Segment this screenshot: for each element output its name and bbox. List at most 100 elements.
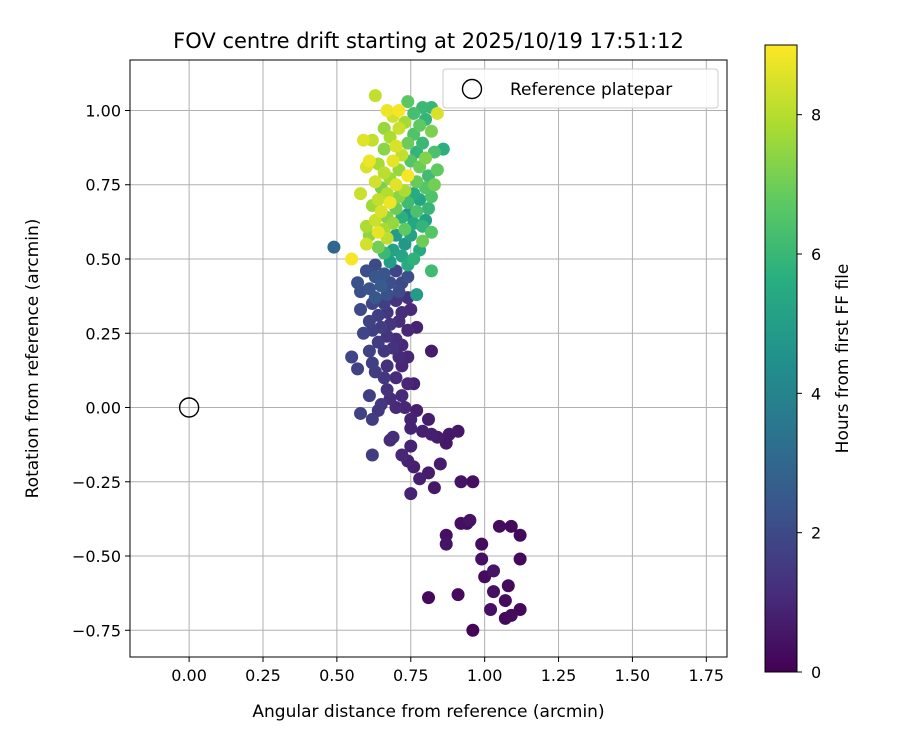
data-point xyxy=(504,519,518,533)
data-point xyxy=(416,136,430,150)
y-tick-label: 0.00 xyxy=(85,399,121,418)
y-tick-label: 0.50 xyxy=(85,250,121,269)
x-tick-label: 1.75 xyxy=(688,666,724,685)
data-point xyxy=(416,234,430,248)
data-point xyxy=(424,264,438,278)
data-point xyxy=(413,118,427,132)
data-point xyxy=(422,591,435,605)
x-tick-label: 1.50 xyxy=(615,666,651,685)
y-tick-label: 1.00 xyxy=(85,101,121,120)
data-point xyxy=(401,95,415,109)
y-tick-label: −0.50 xyxy=(72,547,121,566)
data-point xyxy=(362,389,376,403)
data-point xyxy=(389,178,403,192)
data-point xyxy=(356,326,370,340)
data-point xyxy=(404,439,418,453)
data-point xyxy=(345,350,359,364)
data-point xyxy=(492,519,506,533)
data-point xyxy=(368,89,382,103)
data-point xyxy=(410,288,424,302)
data-point xyxy=(454,475,468,489)
x-tick-label: 1.25 xyxy=(541,666,577,685)
data-point xyxy=(487,564,501,578)
y-tick-label: −0.25 xyxy=(72,473,121,492)
data-point xyxy=(439,537,453,551)
data-point xyxy=(374,398,388,412)
data-point xyxy=(374,279,388,293)
colorbar-tick-label: 0 xyxy=(811,663,821,682)
x-tick-label: 0.50 xyxy=(319,666,355,685)
data-point xyxy=(404,487,418,501)
data-point xyxy=(362,314,376,328)
data-point xyxy=(371,225,385,239)
data-point xyxy=(424,124,438,138)
data-point xyxy=(395,389,409,403)
data-point xyxy=(419,151,433,165)
data-point xyxy=(377,166,391,180)
y-tick-label: −0.75 xyxy=(72,621,121,640)
data-point xyxy=(484,602,498,616)
data-point xyxy=(362,344,376,358)
data-point xyxy=(451,588,465,602)
data-point xyxy=(392,121,406,135)
data-point xyxy=(371,240,385,254)
data-point xyxy=(365,412,379,426)
data-point xyxy=(439,528,453,542)
data-point xyxy=(466,623,480,637)
colorbar-ticks: 0 2 4 6 8 xyxy=(797,106,821,682)
data-point xyxy=(416,424,430,438)
data-point xyxy=(354,406,368,420)
colorbar-gradient xyxy=(764,44,798,673)
data-point xyxy=(407,252,421,266)
data-point xyxy=(401,270,415,284)
y-tick-label: 0.75 xyxy=(85,176,121,195)
legend-entry-reference-platepar: Reference platepar xyxy=(510,80,672,100)
data-point xyxy=(513,528,527,542)
data-point xyxy=(327,240,341,254)
x-tick-label: 1.00 xyxy=(467,666,503,685)
data-point xyxy=(395,305,409,319)
data-point xyxy=(351,276,365,290)
data-point xyxy=(424,225,438,239)
data-point xyxy=(427,178,441,192)
data-point xyxy=(401,323,415,337)
data-point xyxy=(380,383,394,397)
data-point xyxy=(392,103,406,117)
legend-box xyxy=(442,68,719,109)
data-point xyxy=(368,175,382,189)
data-point xyxy=(401,377,415,391)
y-tick-label: 0.25 xyxy=(85,324,121,343)
data-point xyxy=(501,579,515,593)
x-axis-label: Angular distance from reference (arcmin) xyxy=(252,702,604,722)
legend: Reference platepar xyxy=(442,68,719,109)
data-point xyxy=(356,133,370,147)
data-point xyxy=(413,472,427,486)
colorbar-tick-label: 2 xyxy=(811,524,821,543)
y-axis-label: Rotation from reference (arcmin) xyxy=(23,219,43,499)
data-point xyxy=(386,154,400,168)
x-tick-label: 0.25 xyxy=(245,666,281,685)
data-point xyxy=(383,196,397,210)
legend-marker-icon xyxy=(461,78,483,100)
data-point xyxy=(371,193,385,207)
data-point xyxy=(371,335,385,349)
data-point xyxy=(427,481,441,495)
data-point xyxy=(466,475,480,489)
data-point xyxy=(401,169,415,183)
data-point xyxy=(475,537,489,551)
x-axis-ticks: 0.00 0.25 0.50 0.75 1.00 1.25 1.50 1.75 xyxy=(171,657,724,685)
data-point xyxy=(377,142,391,156)
data-point xyxy=(451,424,465,438)
data-point xyxy=(362,154,376,168)
data-point xyxy=(345,252,359,266)
data-point xyxy=(380,359,394,373)
data-point xyxy=(365,448,379,462)
data-point xyxy=(380,103,394,117)
scatter-points xyxy=(327,89,527,637)
x-tick-label: 0.00 xyxy=(171,666,207,685)
data-point xyxy=(487,585,501,599)
colorbar-tick-label: 6 xyxy=(811,245,821,264)
data-point xyxy=(404,412,418,426)
data-point xyxy=(395,448,409,462)
colorbar-tick-label: 4 xyxy=(811,384,821,403)
